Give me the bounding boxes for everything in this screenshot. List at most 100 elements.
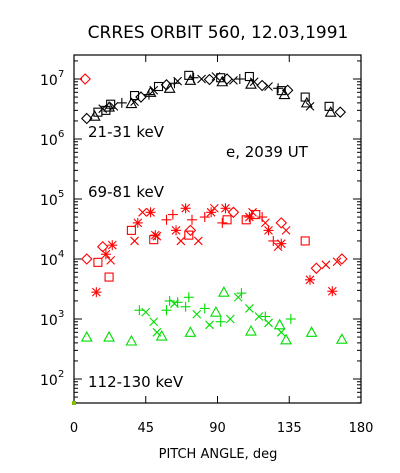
data-point-series-2-plus (285, 314, 296, 324)
data-point-series-1-x (193, 236, 203, 246)
data-point-series-0-x (264, 82, 273, 91)
series-label-69-81: 69-81 keV (88, 183, 165, 201)
data-point-series-1-star (180, 203, 191, 214)
y-tick-label-base: 10 (40, 133, 58, 149)
data-point-series-2-triangle (184, 326, 197, 337)
data-point-series-0-triangle (300, 96, 313, 108)
data-point-series-1-square (184, 230, 194, 240)
data-point-series-1-plus (161, 214, 172, 225)
data-point-series-0-square (184, 70, 194, 80)
y-tick-label-base: 10 (40, 73, 58, 89)
x-tick-label: 0 (70, 421, 78, 436)
data-point-series-1-plus (268, 235, 279, 246)
x-tick-label: 180 (349, 421, 374, 436)
data-point-series-1-plus (186, 214, 197, 225)
data-point-series-2-plus (215, 316, 226, 327)
data-point-series-2-plus (199, 303, 210, 314)
data-point-series-2-plus (161, 305, 172, 316)
info-annotation: e, 2039 UT (226, 143, 309, 161)
y-tick-label-exp: 4 (58, 249, 64, 260)
data-point-series-1-diamond (79, 73, 91, 85)
data-point-series-2-x (254, 312, 264, 321)
data-point-series-0-triangle (324, 106, 337, 117)
data-point-series-0-triangle (184, 74, 197, 85)
data-point-series-1-plus (257, 212, 268, 223)
data-point-series-0-plus (188, 72, 199, 83)
data-point-series-2-plus (180, 301, 191, 312)
data-point-series-1-square (93, 257, 103, 267)
data-point-series-0-x (149, 85, 159, 95)
data-point-series-2-triangle (280, 333, 292, 345)
data-point-series-1-diamond (310, 262, 323, 275)
y-tick-label-base: 10 (40, 253, 58, 269)
data-point-series-2-triangle (305, 326, 318, 337)
data-point-series-2-x (225, 314, 235, 324)
data-point-series-0-diamond (334, 106, 347, 118)
data-point-series-1-x (209, 203, 219, 213)
data-point-series-1-diamond (275, 217, 288, 229)
data-point-series-1-star (327, 286, 338, 297)
y-tick-label-exp: 5 (58, 189, 64, 200)
data-point-series-2-triangle (80, 330, 93, 342)
data-point-series-1-x (281, 225, 291, 235)
data-point-series-1-plus (167, 209, 178, 220)
data-point-series-1-star (276, 238, 287, 249)
data-point-series-1-plus (199, 212, 210, 223)
data-point-series-2-triangle (217, 286, 230, 297)
y-tick-label-base: 10 (40, 313, 58, 329)
data-point-series-1-star (263, 225, 274, 236)
data-point-series-2-triangle (103, 330, 116, 342)
data-point-series-1-square (251, 210, 261, 220)
data-point-series-1-x (332, 257, 342, 267)
data-point-series-0-triangle (144, 86, 157, 97)
data-point-series-1-square (126, 225, 136, 235)
data-point-series-1-star (100, 249, 111, 260)
y-tick-label-base: 10 (40, 193, 58, 209)
data-point-series-2-x (264, 318, 273, 328)
data-point-series-0-x (249, 77, 259, 87)
data-point-series-0-diamond (281, 84, 294, 97)
series-label-112-130: 112-130 keV (88, 373, 184, 391)
data-point-series-0-x (229, 75, 238, 85)
data-point-series-2-x (244, 304, 254, 313)
data-point-series-0-diamond (80, 112, 93, 125)
data-point-series-1-square (222, 215, 232, 225)
data-point-series-1-diamond (80, 253, 93, 265)
x-tick-label: 135 (277, 421, 302, 436)
data-point-series-0-x (305, 101, 315, 111)
data-point-series-0-square (244, 71, 254, 82)
data-point-series-2-plus (236, 288, 247, 299)
data-point-series-2-triangle (209, 306, 222, 317)
data-point-series-0-square (216, 73, 226, 83)
data-point-series-2-plus (164, 295, 175, 306)
data-point-series-1-diamond (336, 253, 348, 265)
data-point-series-1-square (104, 272, 114, 282)
data-point-series-2-plus (134, 305, 145, 316)
y-tick-label-exp: 3 (58, 309, 64, 320)
data-point-series-1-x (138, 207, 147, 217)
data-point-series-0-square (106, 99, 116, 109)
data-point-series-1-star (145, 207, 156, 218)
data-point-series-1-x (152, 231, 162, 241)
data-point-series-2-triangle (273, 318, 286, 330)
data-point-series-2-triangle (155, 329, 168, 341)
data-point-series-2-plus (172, 297, 183, 308)
y-tick-label-exp: 6 (58, 129, 64, 140)
series-label-21-31: 21-31 keV (88, 123, 165, 141)
data-point-series-0-triangle (278, 88, 291, 100)
data-point-series-1-star (132, 217, 143, 228)
data-point-series-2-x (141, 307, 151, 317)
data-marks (79, 70, 348, 346)
x-axis-label: PITCH ANGLE, deg (159, 447, 278, 462)
data-point-series-1-square (300, 236, 310, 246)
data-point-series-0-triangle (245, 78, 257, 89)
data-point-series-2-plus (183, 292, 194, 303)
data-point-series-1-star (220, 203, 231, 214)
data-point-series-1-star (107, 240, 118, 251)
data-point-series-0-plus (169, 78, 180, 89)
data-point-series-0-x (109, 101, 119, 111)
y-tick-label-exp: 2 (58, 369, 64, 380)
data-point-series-1-square (241, 215, 251, 225)
data-point-series-1-x (248, 207, 257, 217)
